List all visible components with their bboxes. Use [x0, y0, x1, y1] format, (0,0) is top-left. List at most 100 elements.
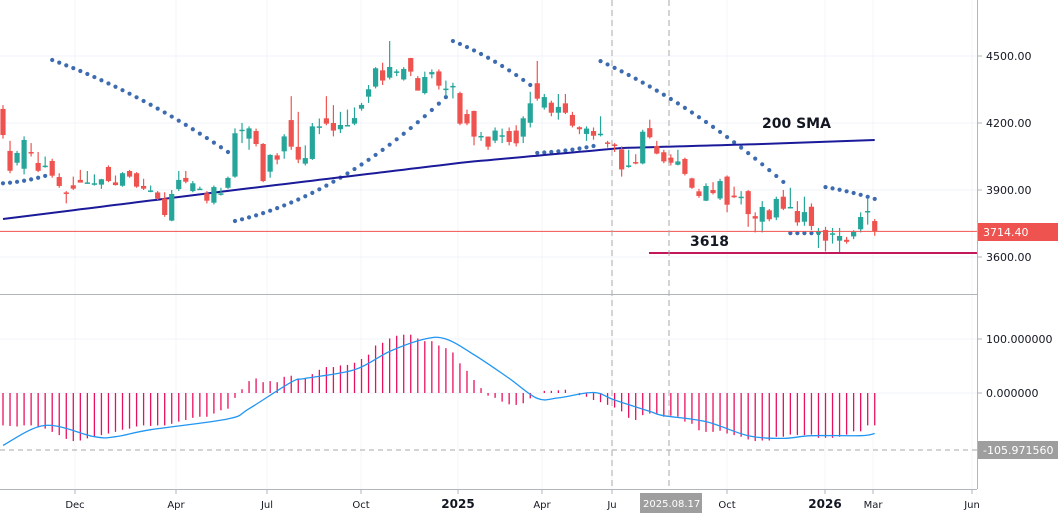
candle-body — [295, 146, 301, 160]
candle — [218, 187, 224, 196]
candle — [696, 188, 702, 198]
candle — [415, 76, 421, 91]
candle — [133, 172, 140, 188]
macd-signal-line — [2, 336, 875, 446]
x-tick-label: Oct — [718, 500, 735, 511]
x-tick-label: Dec — [65, 500, 84, 511]
candle-body — [309, 126, 315, 159]
macd-histogram — [2, 334, 876, 442]
candle-body — [7, 150, 13, 171]
psar-dot — [401, 131, 406, 136]
candle — [162, 192, 168, 217]
candle-body — [253, 131, 259, 144]
psar-dot — [591, 143, 596, 149]
candle-body — [836, 235, 843, 241]
psar-dot — [43, 173, 48, 179]
candle-body — [98, 179, 105, 185]
candle-body — [77, 179, 83, 183]
candle — [91, 174, 97, 186]
candle-body — [717, 181, 723, 199]
candle — [822, 226, 829, 252]
candle-body — [689, 178, 695, 188]
psar-dot — [633, 76, 638, 81]
candle — [70, 176, 76, 190]
candle — [105, 165, 112, 183]
psar-dot — [682, 105, 688, 110]
psar-dot — [289, 200, 294, 205]
candle-body — [225, 177, 231, 188]
price-axis[interactable]: 4500.00 4200.00 3900.00 3600.00 100.000000 0.… — [977, 50, 1052, 400]
candle-body — [0, 108, 6, 136]
psar-dot — [514, 72, 519, 78]
candle — [394, 69, 400, 77]
candle-body — [822, 229, 829, 241]
psar-dot — [640, 80, 645, 85]
candle-body — [330, 122, 337, 131]
candle — [443, 80, 449, 97]
candle — [429, 69, 435, 79]
psar-dot — [134, 95, 139, 100]
candle — [28, 143, 34, 157]
candle — [745, 189, 751, 227]
candle — [344, 109, 351, 127]
psar-dot — [724, 134, 730, 140]
candle — [485, 136, 491, 150]
candle — [288, 96, 294, 150]
candle — [583, 126, 590, 141]
candle-body — [323, 118, 329, 124]
psar-dot — [739, 145, 744, 150]
psar-dot — [345, 171, 350, 176]
psar-dot — [331, 179, 336, 184]
candle-body — [372, 68, 379, 87]
candle-body — [640, 131, 646, 164]
candle-body — [675, 161, 681, 165]
candle-body — [752, 216, 758, 219]
candle-body — [724, 176, 730, 205]
psar-dot — [619, 69, 624, 74]
candle — [710, 182, 716, 195]
candle-body — [344, 125, 351, 127]
candle-body — [169, 194, 175, 221]
candle-body — [218, 193, 224, 195]
psar-dot — [92, 74, 97, 80]
candle — [492, 127, 498, 144]
candle-body — [534, 83, 540, 99]
candle-body — [281, 136, 287, 152]
psar-dot — [851, 190, 856, 196]
candle — [358, 102, 365, 111]
candle-body — [471, 110, 477, 137]
candle-body — [274, 155, 280, 160]
psar-dot — [380, 147, 385, 152]
candle-body — [703, 185, 709, 201]
candle — [42, 156, 48, 168]
candle-body — [759, 206, 765, 222]
candle-body — [583, 128, 590, 134]
y-tick-label: 3600.00 — [986, 251, 1032, 264]
psar-dot — [577, 146, 582, 151]
psar-dot — [689, 110, 695, 115]
candle-body — [597, 133, 604, 136]
candle-body — [738, 196, 744, 199]
candle-body — [422, 76, 428, 94]
candle — [302, 145, 308, 166]
candle — [689, 177, 695, 189]
candle-body — [267, 154, 273, 172]
candle-body — [815, 231, 822, 234]
candle-body — [548, 102, 554, 113]
time-axis[interactable]: Dec Apr Jul Oct 2025 Apr Ju Oct 2026 Mar Jun — [65, 489, 980, 511]
macd-tick-label: 100.000000 — [986, 333, 1052, 346]
candle-body — [464, 114, 470, 124]
psar-dot — [760, 162, 765, 167]
candle-body — [415, 78, 421, 91]
psar-dot — [387, 142, 392, 147]
candle — [541, 93, 547, 110]
candle — [787, 187, 793, 209]
candle-body — [555, 106, 561, 113]
candle-body — [112, 182, 119, 186]
psar-dot — [436, 101, 441, 106]
candle-body — [829, 233, 836, 235]
candle-body — [436, 71, 442, 86]
candle-body — [858, 217, 864, 230]
psar-dot — [324, 183, 329, 188]
